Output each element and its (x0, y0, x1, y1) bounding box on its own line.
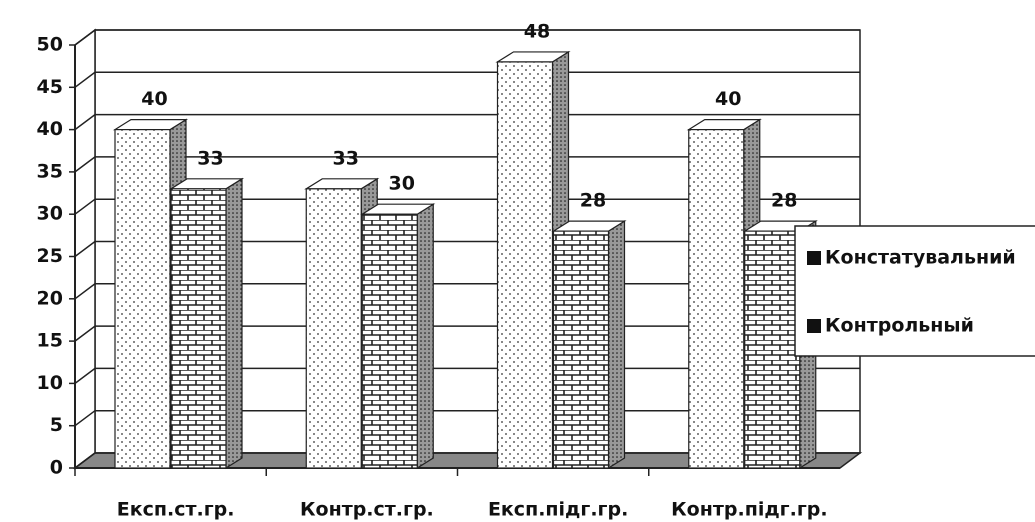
bar-side (416, 203, 434, 470)
data-label: 40 (715, 88, 741, 110)
y-tick-label: 50 (37, 34, 63, 56)
legend-label: Контрольный (825, 315, 974, 337)
data-label: 33 (333, 147, 359, 169)
bar-side (225, 177, 243, 470)
data-label: 28 (580, 190, 606, 212)
data-label: 30 (389, 173, 415, 195)
bar (688, 129, 745, 469)
x-tick-label: Експ.ст.гр. (117, 499, 235, 521)
data-label: 33 (197, 147, 223, 169)
bar-side (607, 220, 626, 470)
x-tick-label: Контр.підг.гр. (671, 499, 827, 521)
x-tick-label: Контр.ст.гр. (300, 499, 434, 521)
data-label: 40 (141, 88, 167, 110)
y-tick-label: 15 (37, 330, 63, 352)
y-tick-label: 35 (37, 160, 63, 182)
grid-line (74, 29, 860, 46)
y-tick-label: 30 (37, 203, 63, 225)
y-tick-label: 5 (50, 414, 63, 436)
bar (496, 61, 554, 469)
x-tick-label: Експ.підг.гр. (488, 499, 628, 521)
y-tick-label: 20 (37, 287, 63, 309)
data-label: 28 (771, 190, 797, 212)
y-tick-label: 25 (37, 245, 63, 267)
legend: Констатувальний Контрольный (794, 225, 1035, 357)
y-tick-label: 0 (50, 457, 63, 479)
grid-line (74, 156, 860, 173)
y-tick-label: 40 (37, 118, 63, 140)
y-tick-label: 10 (37, 372, 63, 394)
legend-swatch (807, 251, 821, 265)
y-tick-label: 45 (37, 76, 63, 98)
bar (170, 188, 227, 469)
grid-line (74, 71, 860, 88)
legend-swatch (807, 319, 821, 333)
legend-box (794, 225, 1035, 357)
bar (552, 230, 610, 469)
bar (114, 129, 171, 469)
bar (305, 188, 362, 469)
grid-line (74, 113, 860, 131)
bar (744, 230, 801, 469)
legend-label: Констатувальний (825, 247, 1016, 269)
grid-line (74, 198, 860, 215)
data-label: 48 (524, 20, 550, 42)
bar (361, 213, 418, 469)
